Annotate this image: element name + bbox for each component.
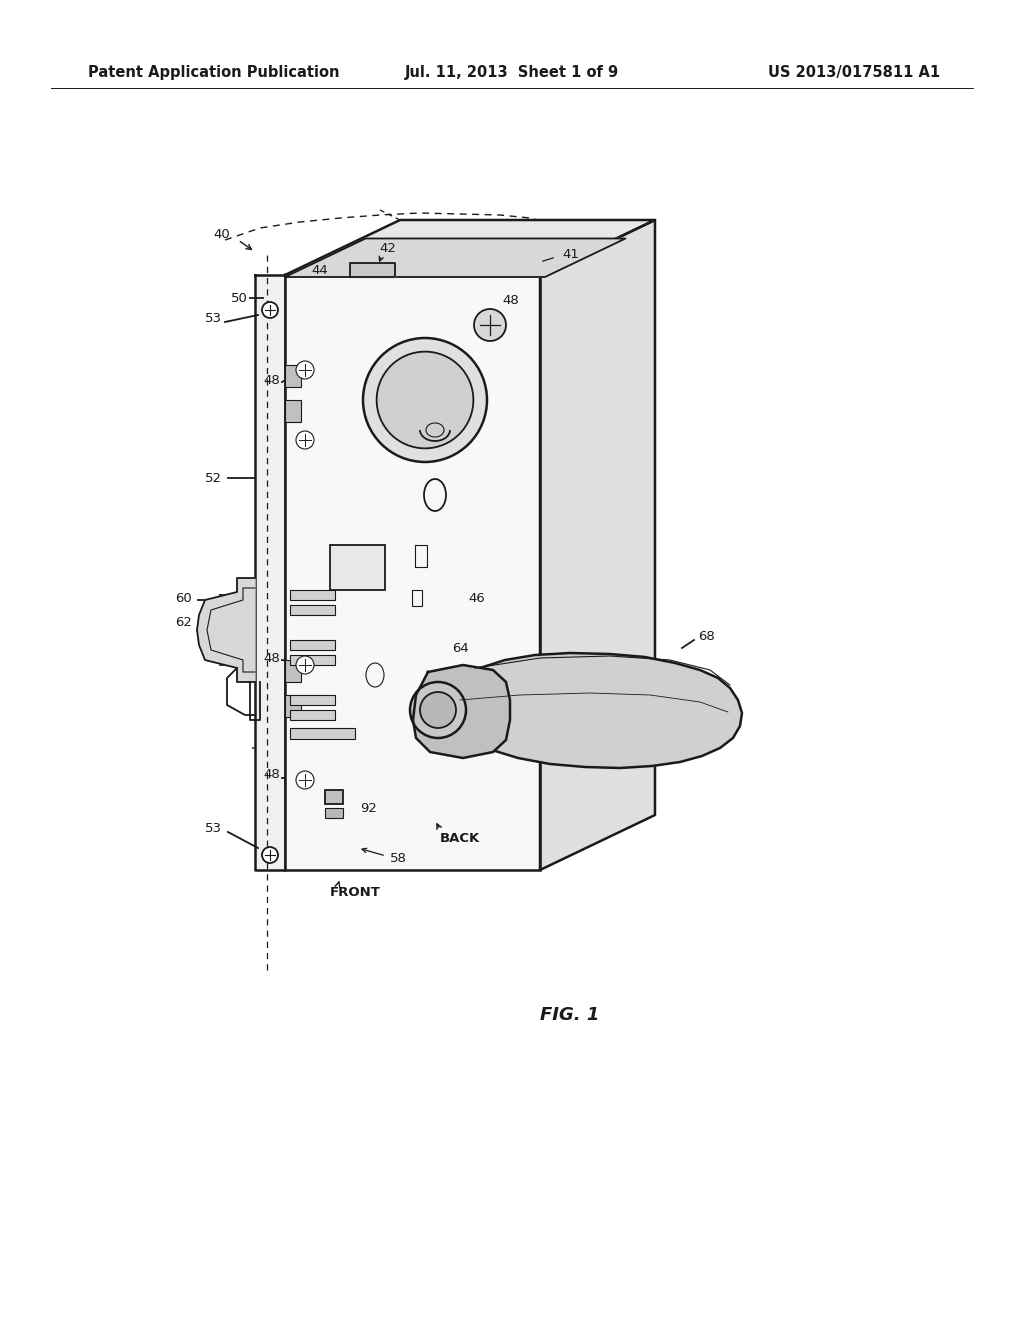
Text: 52: 52 xyxy=(205,471,222,484)
Text: 62: 62 xyxy=(175,615,193,628)
Text: 46: 46 xyxy=(468,591,484,605)
Bar xyxy=(285,275,540,870)
Circle shape xyxy=(296,771,314,789)
Text: 48: 48 xyxy=(263,768,280,781)
Polygon shape xyxy=(255,275,285,870)
Bar xyxy=(285,660,301,682)
Bar xyxy=(285,366,301,387)
Polygon shape xyxy=(197,578,255,682)
Bar xyxy=(290,640,335,649)
Circle shape xyxy=(296,432,314,449)
Text: 41: 41 xyxy=(562,248,579,261)
Polygon shape xyxy=(413,665,510,758)
Circle shape xyxy=(262,302,278,318)
Bar xyxy=(285,400,301,422)
Text: 53: 53 xyxy=(205,312,222,325)
Text: 48: 48 xyxy=(263,652,280,664)
Bar xyxy=(290,590,335,601)
Text: 53: 53 xyxy=(205,821,222,834)
Bar xyxy=(290,710,335,719)
Text: 58: 58 xyxy=(390,851,407,865)
Bar xyxy=(415,545,427,568)
Polygon shape xyxy=(350,263,395,277)
Circle shape xyxy=(296,656,314,675)
Bar xyxy=(290,605,335,615)
Circle shape xyxy=(362,338,487,462)
Text: US 2013/0175811 A1: US 2013/0175811 A1 xyxy=(768,65,940,79)
Text: 64: 64 xyxy=(452,642,469,655)
Bar xyxy=(325,789,343,804)
Text: 92: 92 xyxy=(360,801,377,814)
Text: Jul. 11, 2013  Sheet 1 of 9: Jul. 11, 2013 Sheet 1 of 9 xyxy=(404,65,620,79)
Bar xyxy=(330,545,385,590)
Text: Patent Application Publication: Patent Application Publication xyxy=(88,65,340,79)
Bar xyxy=(290,729,355,739)
Bar xyxy=(285,696,301,717)
Bar xyxy=(290,655,335,665)
Circle shape xyxy=(296,360,314,379)
Text: 60: 60 xyxy=(175,591,193,605)
Polygon shape xyxy=(285,239,626,277)
Circle shape xyxy=(262,847,278,863)
Text: 42: 42 xyxy=(380,242,396,255)
Bar xyxy=(325,808,343,818)
Bar xyxy=(290,696,335,705)
Text: FRONT: FRONT xyxy=(330,886,381,899)
Text: BACK: BACK xyxy=(440,832,480,845)
Text: 48: 48 xyxy=(263,374,280,387)
Circle shape xyxy=(410,682,466,738)
Bar xyxy=(412,590,422,606)
Polygon shape xyxy=(540,220,655,870)
Text: FIG. 1: FIG. 1 xyxy=(541,1006,600,1024)
Text: 40: 40 xyxy=(213,228,230,242)
Text: 44: 44 xyxy=(311,264,328,276)
Text: 68: 68 xyxy=(698,630,715,643)
Polygon shape xyxy=(220,595,255,665)
Polygon shape xyxy=(285,220,655,275)
Circle shape xyxy=(474,309,506,341)
Polygon shape xyxy=(440,653,742,768)
Text: 50: 50 xyxy=(231,292,248,305)
Circle shape xyxy=(420,692,456,729)
Circle shape xyxy=(377,351,473,449)
Text: 48: 48 xyxy=(502,293,519,306)
